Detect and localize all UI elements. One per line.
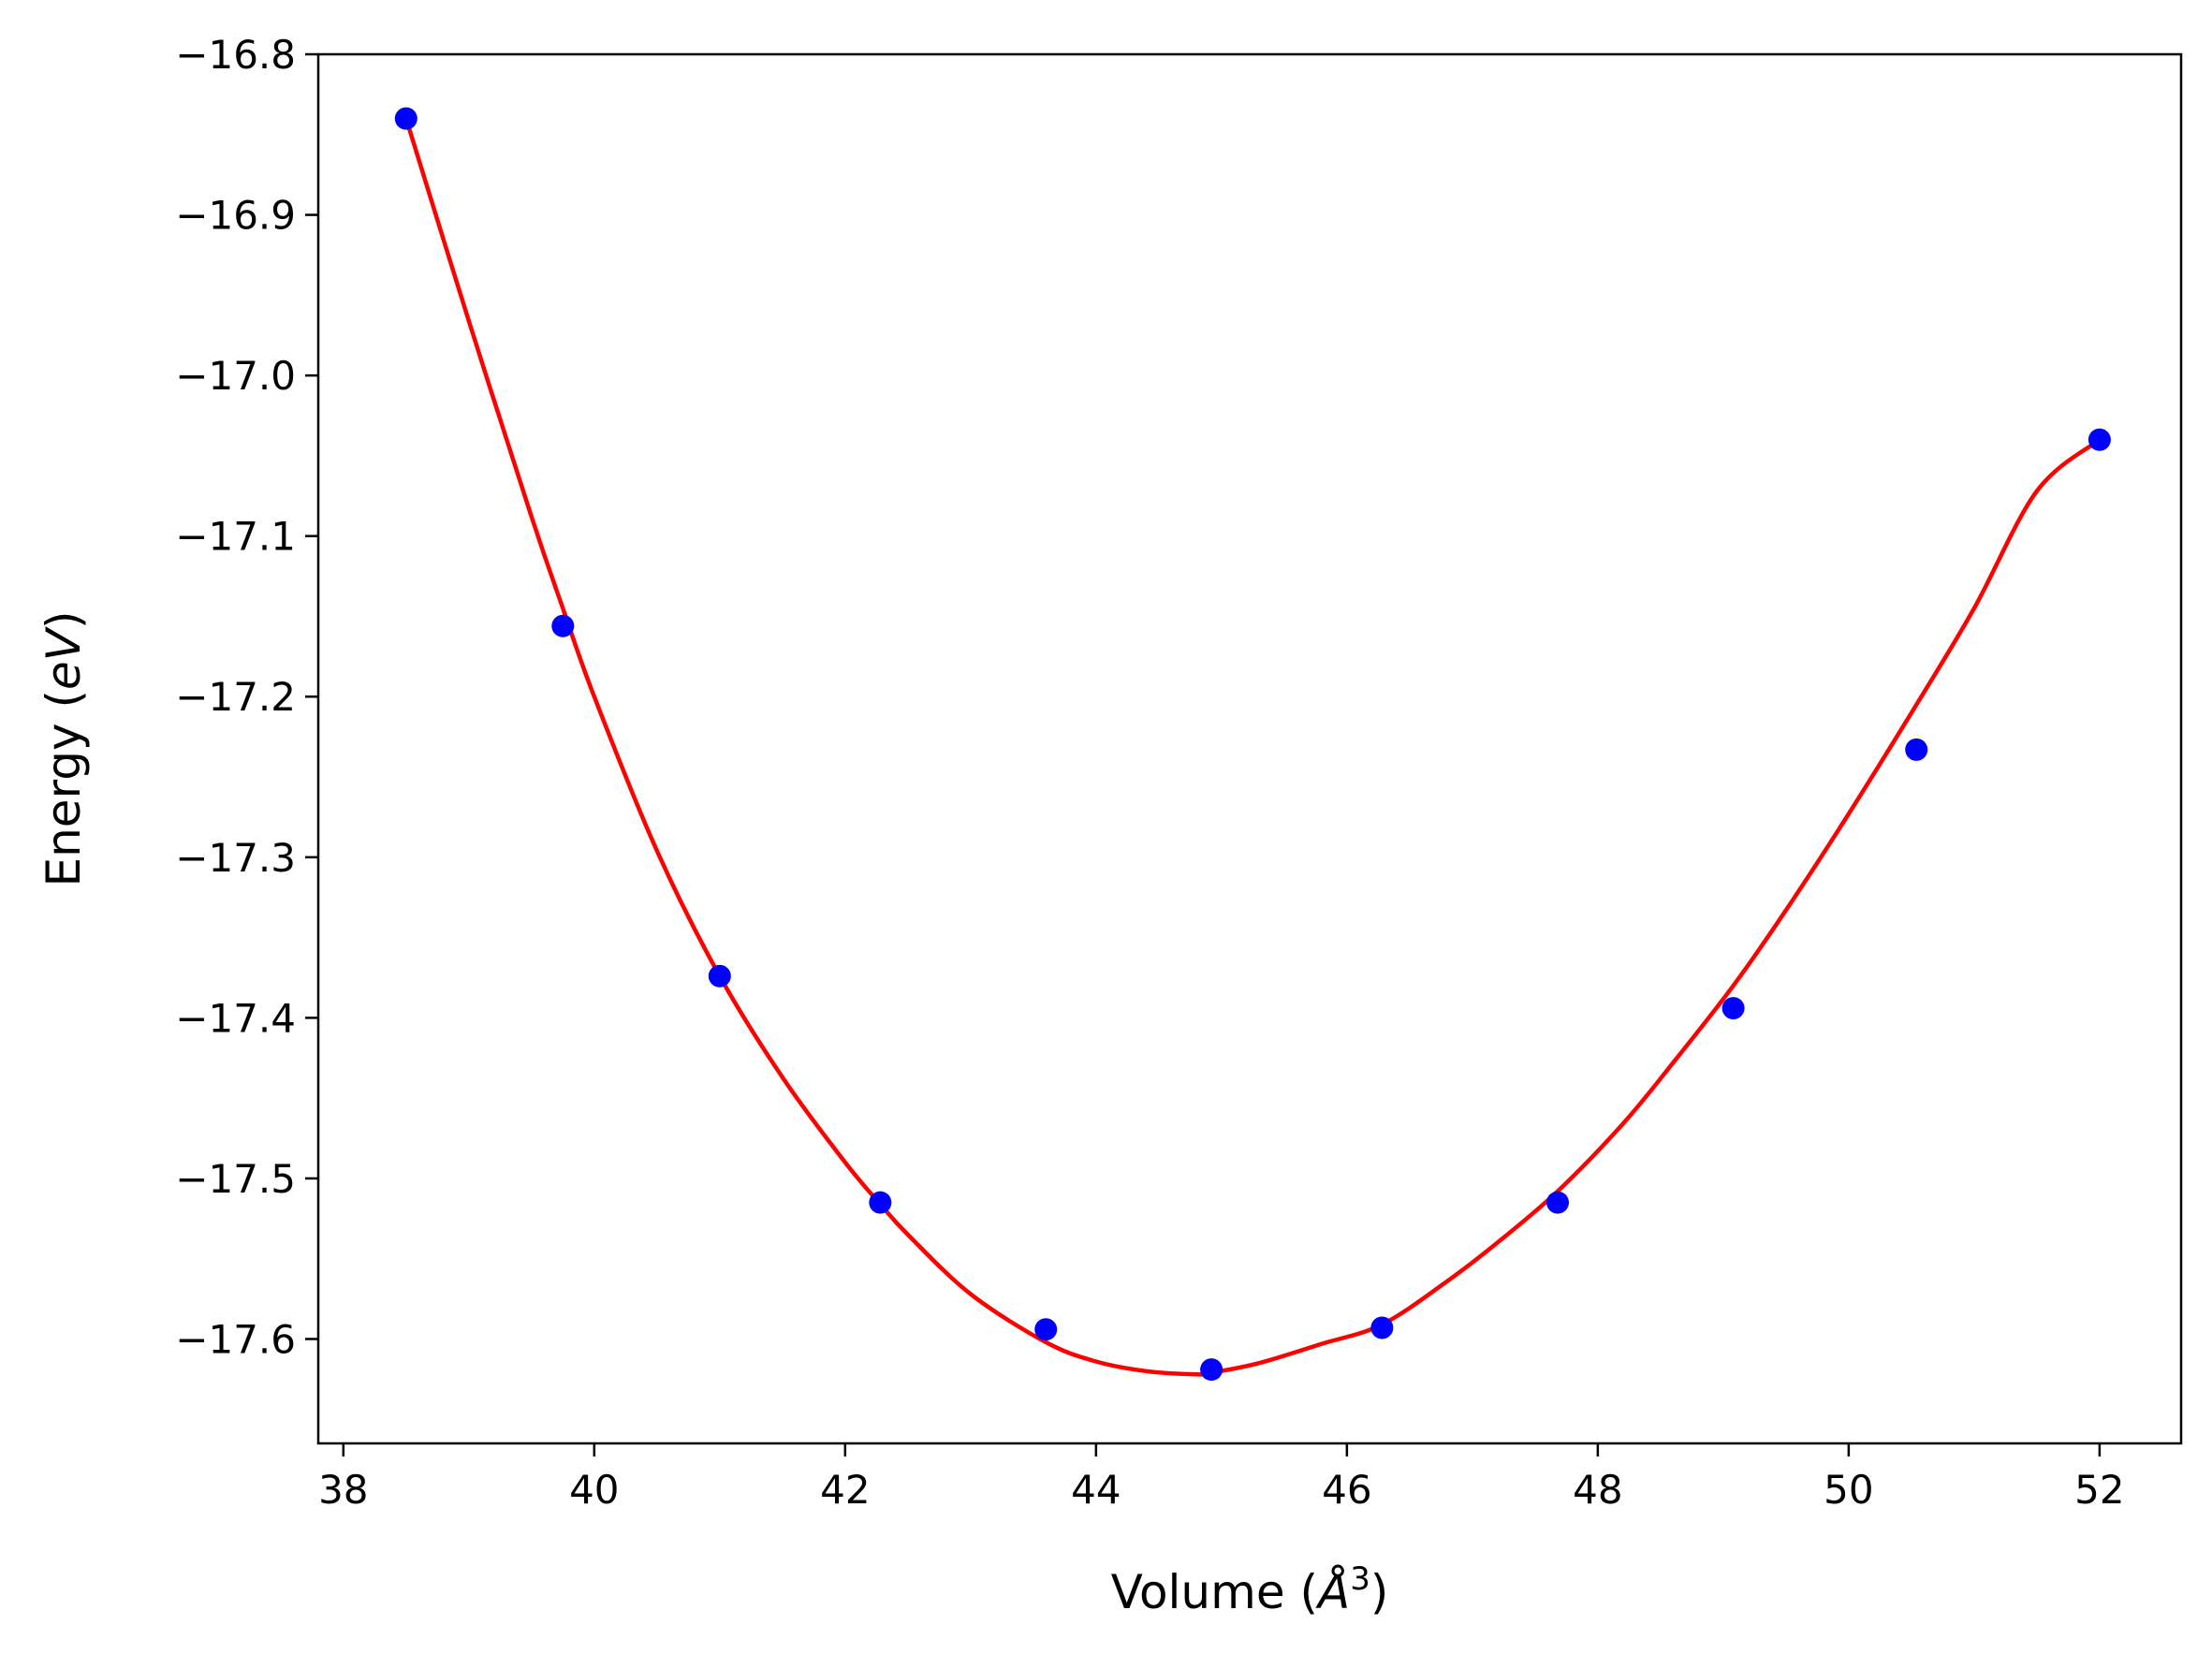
data-point — [1370, 1316, 1394, 1339]
x-axis-label-close: ) — [1370, 1565, 1389, 1619]
y-tick-label: −16.9 — [175, 193, 296, 239]
y-tick-label: −17.3 — [175, 835, 296, 881]
data-point — [1905, 738, 1928, 761]
y-tick-label: −17.6 — [175, 1316, 296, 1362]
fit-curve-layer — [403, 117, 2102, 1377]
x-axis-label-unit: Å — [1315, 1565, 1350, 1619]
plot-frame — [316, 52, 2183, 1445]
y-tick-label: −17.2 — [175, 674, 296, 720]
data-point — [708, 964, 731, 988]
data-point — [1721, 997, 1745, 1020]
x-axis-label-exponent: 3 — [1350, 1560, 1370, 1598]
data-point — [1545, 1191, 1569, 1214]
x-tick-label: 52 — [2074, 1467, 2124, 1513]
y-tick-label: −16.8 — [175, 32, 296, 78]
plot-background — [318, 54, 2181, 1443]
x-tick-label: 48 — [1573, 1467, 1622, 1513]
x-tick-label: 42 — [820, 1467, 870, 1513]
y-tick-label: −17.0 — [175, 353, 296, 399]
data-point — [551, 614, 575, 637]
x-tick-label: 46 — [1322, 1467, 1371, 1513]
y-tick-label: −17.5 — [175, 1156, 296, 1202]
data-point — [1034, 1318, 1058, 1341]
x-tick-label: 44 — [1071, 1467, 1121, 1513]
y-axis-label: Energy (eV) — [37, 611, 91, 887]
y-tick-label: −17.1 — [175, 514, 296, 560]
x-tick-label: 38 — [318, 1467, 368, 1513]
y-axis-ticks: −16.8 −16.9 −17.0 −17.1 −17.2 −17.3 −17.4 −17.5… — [175, 32, 318, 1362]
fit-curve-line — [403, 117, 2102, 1377]
y-axis-label-unit: eV — [37, 625, 91, 690]
y-axis-label-close: ) — [37, 611, 91, 630]
x-tick-label: 50 — [1824, 1467, 1873, 1513]
data-point — [1200, 1358, 1223, 1382]
x-axis-ticks: 38 40 42 44 46 48 50 52 — [318, 1443, 2125, 1513]
data-point — [2087, 428, 2111, 451]
y-axis-label-text: Energy ( — [37, 690, 91, 886]
y-tick-label: −17.4 — [175, 995, 296, 1041]
x-axis-label: Volume (Å3) — [1111, 1560, 1389, 1619]
data-point — [869, 1191, 892, 1214]
data-points-layer — [394, 107, 2111, 1382]
x-tick-label: 40 — [569, 1467, 619, 1513]
data-point — [394, 107, 417, 130]
x-axis-label-text: Volume ( — [1111, 1565, 1318, 1619]
